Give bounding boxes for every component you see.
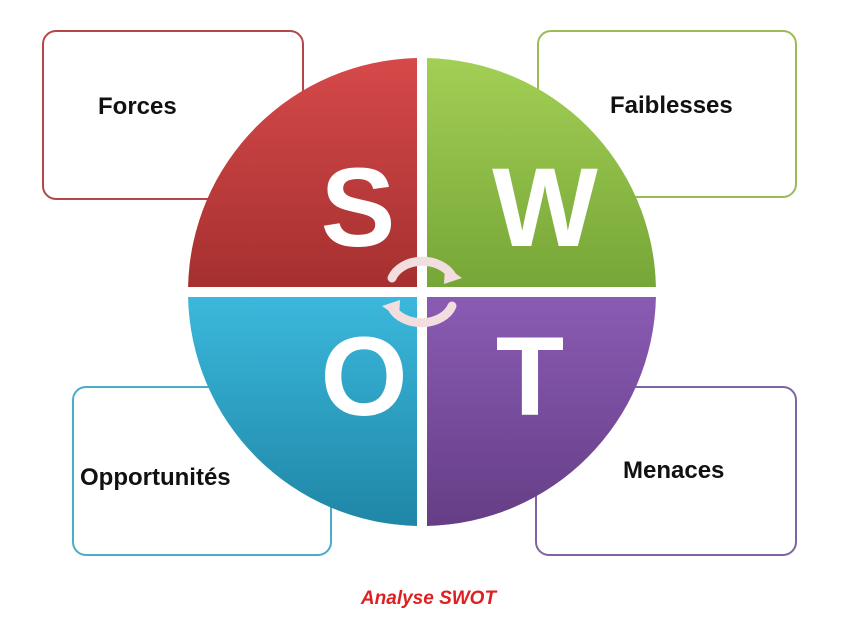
letter-w: W [492, 145, 598, 270]
letter-s: S [321, 145, 396, 270]
threats-label: Menaces [623, 457, 725, 484]
quadrant-threats [427, 297, 656, 526]
weaknesses-label: Faiblesses [610, 92, 733, 119]
opportunities-label: Opportunités [80, 464, 231, 491]
strengths-label: Forces [98, 93, 177, 120]
quadrant-strengths [188, 58, 417, 287]
circular-arrows-icon [382, 256, 462, 328]
letter-t: T [496, 314, 564, 439]
quadrant-opportunities [188, 297, 417, 526]
letter-o: O [320, 314, 407, 439]
quadrant-weaknesses [427, 58, 656, 287]
caption: Analyse SWOT [360, 588, 497, 609]
